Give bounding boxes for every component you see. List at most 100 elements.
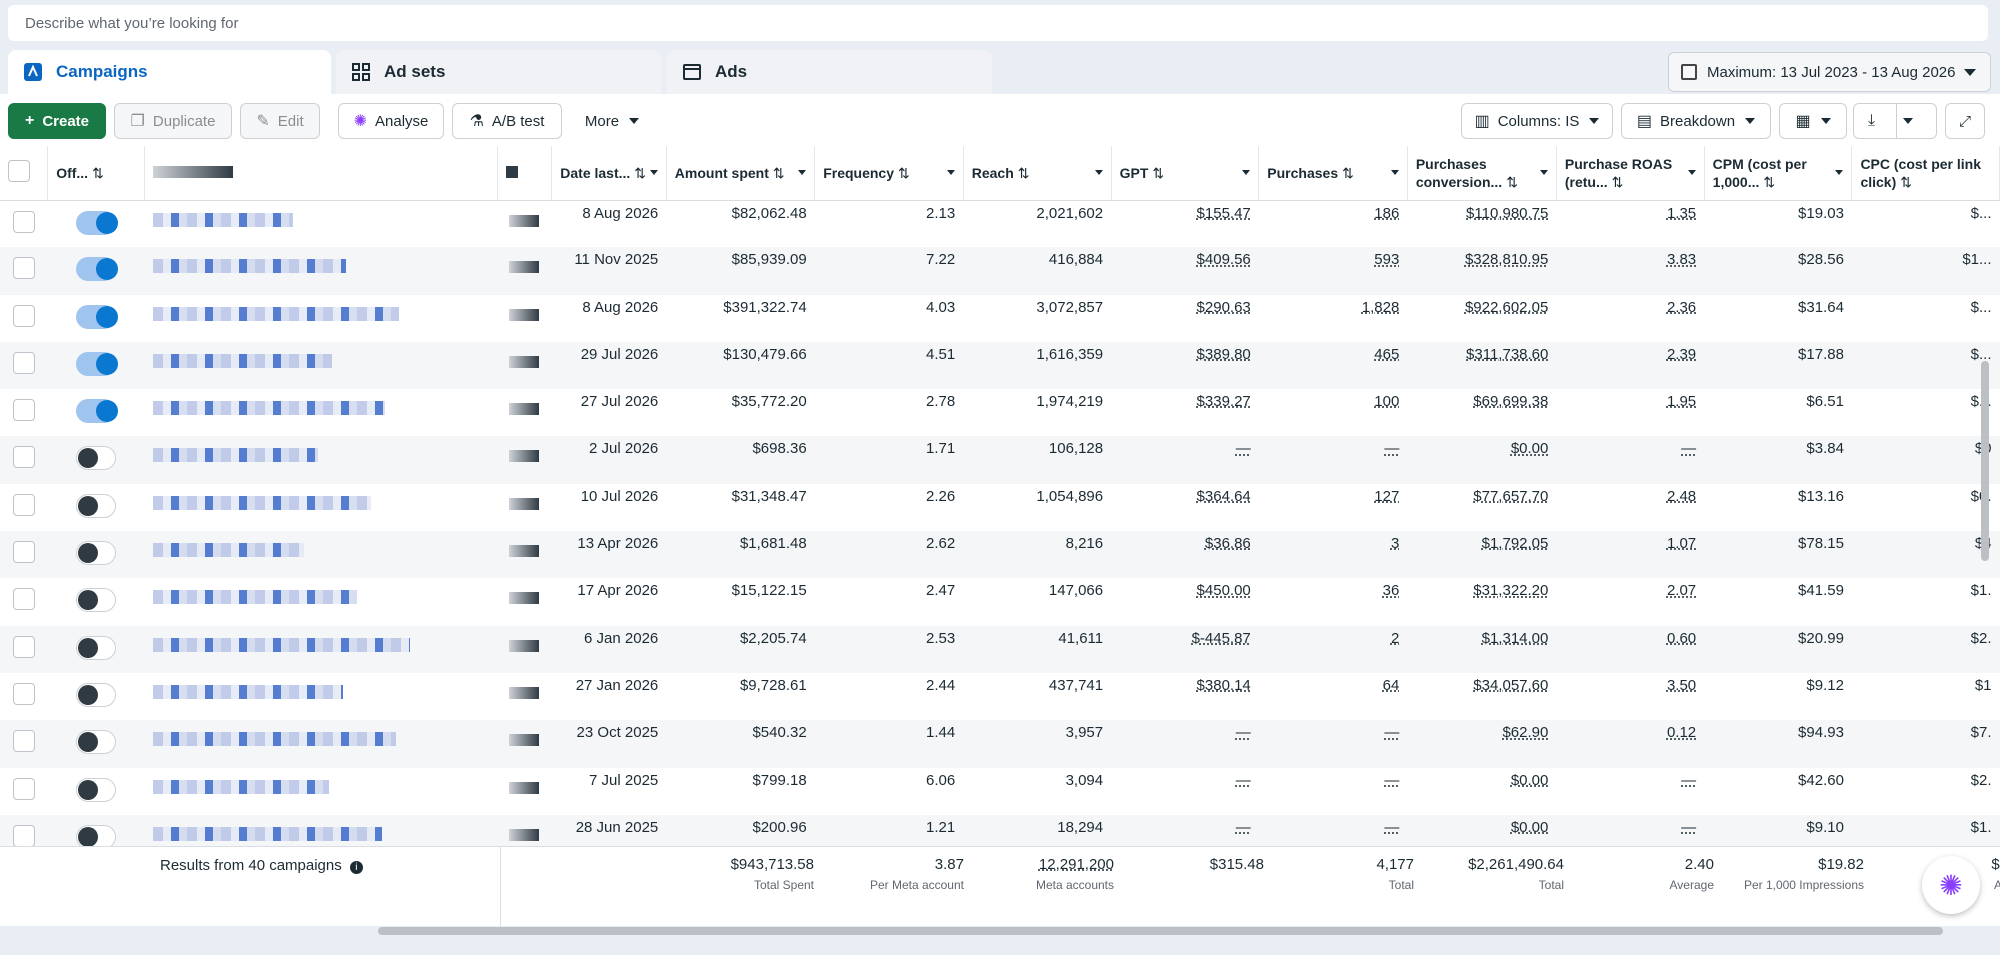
redacted-campaign-name[interactable] [152,779,329,794]
chevron-down-icon[interactable] [1242,170,1251,175]
columns-button[interactable]: ▥ Columns: IS [1461,103,1613,139]
redacted-campaign-name[interactable] [152,259,346,274]
campaign-toggle[interactable] [76,588,117,613]
table-row[interactable]: 28 Jun 2025 $200.96 1.21 18,294 — — $0.00 — $9.1… [0,814,2000,846]
campaign-toggle[interactable] [76,399,119,424]
header-purchases[interactable]: Purchases ⇅ [1258,146,1408,201]
create-button[interactable]: + Create [8,103,106,139]
row-checkbox[interactable] [12,635,35,658]
chevron-down-icon[interactable] [649,170,658,175]
header-date[interactable]: Date last... ⇅ [551,146,667,201]
row-checkbox[interactable] [12,730,35,753]
redacted-campaign-name[interactable] [152,401,385,416]
row-checkbox[interactable] [12,777,35,800]
header-toggle[interactable]: Off... ⇅ [47,146,146,201]
expand-button[interactable]: ⤢ [1945,103,1985,139]
more-button[interactable]: More [572,103,652,139]
table-row[interactable]: 29 Jul 2026 $130,479.66 4.51 1,616,359 $389.… [0,341,2000,390]
sort-icon[interactable]: ⇅ [1611,173,1624,190]
redacted-campaign-name[interactable] [152,495,371,510]
reports-button[interactable]: ▦ [1779,103,1847,139]
campaign-toggle[interactable] [76,351,119,376]
sort-icon[interactable]: ⇅ [1763,173,1776,190]
table-row[interactable]: 8 Aug 2026 $82,062.48 2.13 2,021,602 $155.47… [0,200,2000,247]
breakdown-button[interactable]: ▤ Breakdown [1621,103,1771,139]
edit-button[interactable]: ✎ Edit [240,103,320,139]
chevron-down-icon[interactable] [1390,170,1399,175]
row-checkbox[interactable] [12,682,35,705]
row-checkbox[interactable] [12,351,35,374]
header-delivery[interactable] [497,146,553,201]
select-all-checkbox[interactable] [8,159,30,182]
redacted-campaign-name[interactable] [152,826,382,841]
table-row[interactable]: 27 Jul 2026 $35,772.20 2.78 1,974,219 $339.2… [0,389,2000,436]
table-row[interactable]: 27 Jan 2026 $9,728.61 2.44 437,741 $380.14 64… [0,673,2000,720]
sort-icon[interactable]: ⇅ [772,164,785,181]
export-button[interactable]: ⤓ [1853,103,1937,139]
campaign-toggle[interactable] [76,824,117,846]
table-row[interactable]: 8 Aug 2026 $391,322.74 4.03 3,072,857 $290.6… [0,295,2000,342]
redacted-campaign-name[interactable] [152,212,293,227]
sort-icon[interactable]: ⇅ [898,164,910,181]
row-checkbox[interactable] [12,493,35,516]
header-roas[interactable]: Purchase ROAS (retu... ⇅ [1556,146,1705,201]
redacted-campaign-name[interactable] [152,637,410,652]
analyse-button[interactable]: ✺ Analyse [338,103,444,139]
sort-icon[interactable]: ⇅ [92,164,104,181]
redacted-campaign-name[interactable] [152,306,399,321]
row-checkbox[interactable] [12,541,35,564]
table-row[interactable]: 23 Oct 2025 $540.32 1.44 3,957 — — $62.90 0.12 $… [0,720,2000,768]
header-frequency[interactable]: Frequency ⇅ [814,146,964,201]
sort-icon[interactable]: ⇅ [1017,164,1030,181]
tab-ads[interactable]: Ads [667,50,992,94]
campaign-toggle[interactable] [76,304,119,329]
header-gpt[interactable]: GPT ⇅ [1111,146,1260,201]
chevron-down-icon[interactable] [1094,170,1103,175]
sort-icon[interactable]: ⇅ [1342,164,1354,181]
row-checkbox[interactable] [12,446,35,469]
campaign-toggle[interactable] [76,446,117,471]
campaign-toggle[interactable] [76,777,117,802]
header-cpc[interactable]: CPC (cost per link click) ⇅ [1851,146,2000,201]
campaign-toggle[interactable] [76,210,119,235]
chevron-down-icon[interactable] [798,170,807,175]
redacted-campaign-name[interactable] [152,448,318,463]
header-conversion[interactable]: Purchases conversion... ⇅ [1407,146,1557,201]
date-range-picker[interactable]: Maximum: 13 Jul 2023 - 13 Aug 2026 [1668,52,1991,92]
sort-icon[interactable]: ⇅ [1900,173,1912,190]
redacted-campaign-name[interactable] [152,590,357,605]
sort-icon[interactable]: ⇅ [1506,173,1518,190]
header-campaign-name[interactable] [144,146,498,201]
vertical-scrollbar[interactable] [1981,361,1989,561]
campaign-toggle[interactable] [76,682,117,707]
table-row[interactable]: 7 Jul 2025 $799.18 6.06 3,094 — — $0.00 — $42.60… [0,768,2000,815]
header-amount-spent[interactable]: Amount spent ⇅ [666,146,816,201]
tab-campaigns[interactable]: Campaigns [8,50,331,94]
chevron-down-icon[interactable] [1835,170,1844,175]
redacted-campaign-name[interactable] [152,353,332,368]
table-row[interactable]: 6 Jan 2026 $2,205.74 2.53 41,611 $-445.87 2 $1… [0,625,2000,673]
header-select-all[interactable] [0,146,49,201]
row-checkbox[interactable] [12,304,35,327]
horizontal-scrollbar[interactable] [378,927,1943,935]
sort-icon[interactable]: ⇅ [634,164,647,181]
chevron-down-icon[interactable] [1687,170,1696,175]
search-bar[interactable]: Describe what you’re looking for [8,5,1988,41]
redacted-campaign-name[interactable] [152,684,343,699]
chevron-down-icon[interactable] [946,170,955,175]
header-cpm[interactable]: CPM (cost per 1,000... ⇅ [1704,146,1853,201]
campaign-toggle[interactable] [76,257,119,282]
table-row[interactable]: 17 Apr 2026 $15,122.15 2.47 147,066 $450.00 3… [0,578,2000,625]
campaign-toggle[interactable] [76,635,117,660]
assistant-button[interactable]: ✺ [1922,856,1980,914]
row-checkbox[interactable] [12,257,35,280]
info-icon[interactable]: i [349,861,363,874]
duplicate-button[interactable]: ❐ Duplicate [114,103,232,139]
redacted-campaign-name[interactable] [152,543,304,558]
tab-ad-sets[interactable]: Ad sets [336,50,661,94]
campaign-toggle[interactable] [76,493,117,518]
chevron-down-icon[interactable] [1539,170,1548,175]
sort-icon[interactable]: ⇅ [1152,164,1165,181]
table-row[interactable]: 10 Jul 2026 $31,348.47 2.26 1,054,896 $364.6… [0,484,2000,531]
row-checkbox[interactable] [12,399,35,422]
